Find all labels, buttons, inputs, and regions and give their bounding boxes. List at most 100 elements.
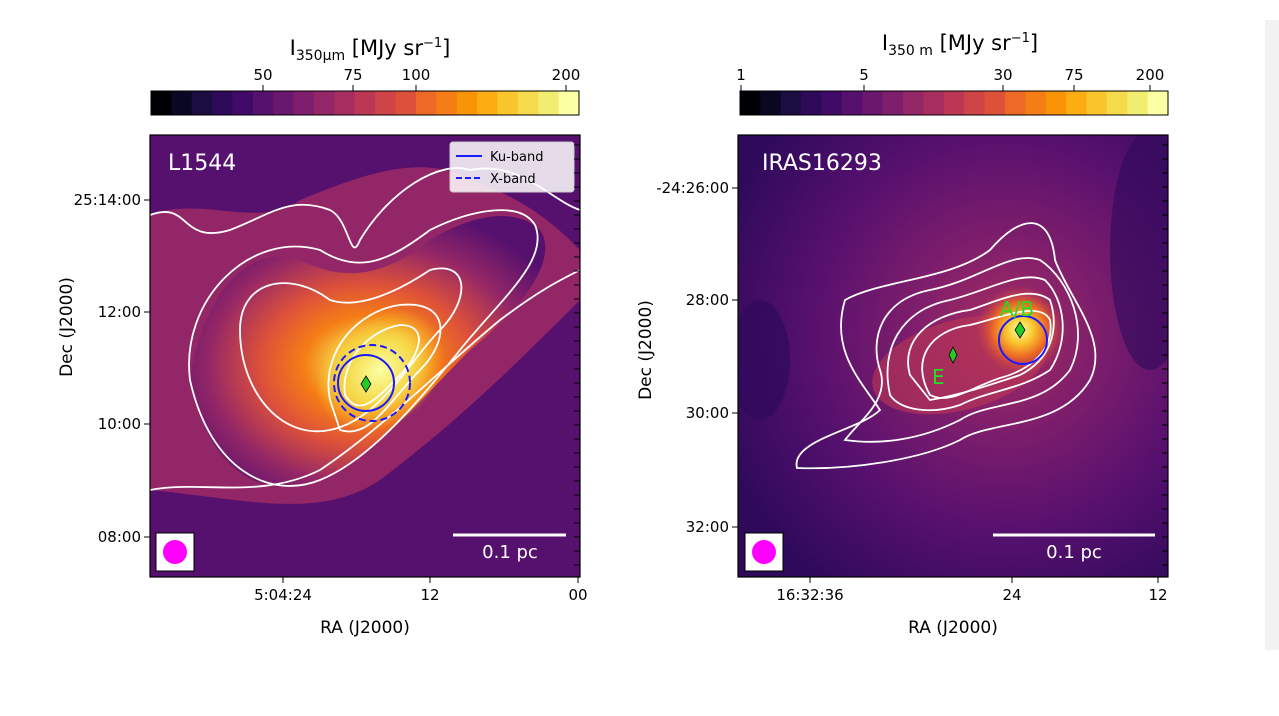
xlabel-left: RA (J2000) xyxy=(320,618,410,638)
colorbar-segment xyxy=(1066,91,1087,115)
colorbar-right xyxy=(739,90,1169,116)
colorbar-left xyxy=(150,90,580,116)
colorbar-segment xyxy=(1045,91,1067,115)
colorbar-segment xyxy=(801,91,823,115)
colorbar-tick-label: 75 xyxy=(1064,66,1083,84)
x-tick-label: 5:04:24 xyxy=(254,586,312,604)
colorbar-tick-label: 50 xyxy=(253,66,272,84)
colorbar-segment xyxy=(273,91,295,115)
colorbar-left-ticks: 50 75 100 200 xyxy=(253,66,580,91)
colorbar-segment xyxy=(171,91,193,115)
axis-ticks-right: 16:32:36 24 12 -24:26:00 28:00 30:00 32:00 xyxy=(656,144,1168,604)
y-tick-label: 12:00 xyxy=(98,303,141,321)
source-marker-e xyxy=(948,346,958,364)
colorbar-segment xyxy=(334,91,356,115)
beam-icon-left xyxy=(163,540,187,564)
y-tick-label: 25:14:00 xyxy=(74,191,141,209)
y-tick-label: 08:00 xyxy=(98,528,141,546)
scalebar-right-label: 0.1 pc xyxy=(1046,542,1102,563)
colorbar-segment xyxy=(1106,91,1128,115)
x-tick-label: 12 xyxy=(1148,586,1167,604)
beam-icon-right xyxy=(752,540,776,564)
colorbar-segment xyxy=(943,91,965,115)
edge-strip xyxy=(1265,20,1279,650)
ylabel-right: Dec (J2000) xyxy=(636,300,656,400)
colorbar-segment xyxy=(841,91,863,115)
colorbar-segment xyxy=(862,91,884,115)
colorbar-tick-label: 5 xyxy=(859,66,869,84)
colorbar-segment xyxy=(1127,91,1149,115)
colorbar-segment xyxy=(456,91,478,115)
colorbar-segment xyxy=(903,91,924,115)
y-tick-label: -24:26:00 xyxy=(656,179,729,197)
colorbar-right-label: I350 m [MJy sr−1] xyxy=(882,31,1038,59)
y-tick-label: 10:00 xyxy=(98,415,141,433)
y-tick-label: 28:00 xyxy=(686,291,729,309)
colorbar-segment xyxy=(1004,91,1026,115)
colorbar-segment xyxy=(984,91,1006,115)
scalebar-left-label: 0.1 pc xyxy=(482,542,538,563)
colorbar-tick-label: 1 xyxy=(736,66,746,84)
xlabel-right: RA (J2000) xyxy=(908,618,998,638)
ku-band-beam xyxy=(337,354,395,412)
colorbar-segment xyxy=(538,91,560,115)
colorbar-segment xyxy=(517,91,539,115)
x-tick-label: 24 xyxy=(1002,586,1021,604)
colorbar-segment xyxy=(354,91,376,115)
x-tick-label: 12 xyxy=(420,586,439,604)
colorbar-segment xyxy=(477,91,498,115)
colorbar-segment xyxy=(375,91,397,115)
colorbar-left-label: I350μm [MJy sr−1] xyxy=(290,36,451,64)
colorbar-segment xyxy=(1147,91,1169,115)
source-marker xyxy=(360,375,372,393)
contours-left xyxy=(150,167,580,491)
source-label-right: IRAS16293 xyxy=(762,151,882,176)
x-band-beam xyxy=(333,344,411,422)
colorbar-segment xyxy=(821,91,843,115)
axis-ticks-left: 5:04:24 12 00 25:14:00 12:00 10:00 08:00 xyxy=(74,144,588,604)
legend-left: Ku-band X-band xyxy=(449,141,575,193)
ku-band-beam-right xyxy=(998,315,1048,365)
colorbar-segment xyxy=(964,91,986,115)
ylabel-left: Dec (J2000) xyxy=(57,277,77,377)
colorbar-segment xyxy=(436,91,458,115)
colorbar-right-ticks: 1 5 30 75 200 xyxy=(736,66,1164,91)
colorbar-tick-label: 200 xyxy=(552,66,581,84)
colorbar-segment xyxy=(497,91,519,115)
colorbar-segment xyxy=(314,91,335,115)
colorbar-segment xyxy=(151,91,172,115)
colorbar-segment xyxy=(780,91,802,115)
annotation-e: E xyxy=(932,365,945,389)
colorbar-segment xyxy=(558,91,580,115)
contours-right xyxy=(795,222,1097,470)
x-tick-label: 16:32:36 xyxy=(776,586,843,604)
colorbar-tick-label: 200 xyxy=(1136,66,1165,84)
x-tick-label: 00 xyxy=(568,586,587,604)
annotation-ab: A/B xyxy=(1000,297,1034,321)
colorbar-segment xyxy=(415,91,437,115)
colorbar-segment xyxy=(740,91,761,115)
colorbar-segment xyxy=(293,91,315,115)
map-right xyxy=(738,135,1168,577)
colorbar-tick-label: 75 xyxy=(343,66,362,84)
colorbar-segment xyxy=(923,91,945,115)
y-tick-label: 32:00 xyxy=(686,518,729,536)
source-marker-ab xyxy=(1014,321,1026,339)
colorbar-segment xyxy=(1025,91,1047,115)
colorbar-segment xyxy=(191,91,213,115)
colorbar-segment xyxy=(252,91,274,115)
source-label-left: L1544 xyxy=(168,151,236,176)
colorbar-segment xyxy=(232,91,254,115)
colorbar-segment xyxy=(395,91,417,115)
y-tick-label: 30:00 xyxy=(686,404,729,422)
legend-ku-band: Ku-band xyxy=(490,150,544,165)
colorbar-segment xyxy=(1086,91,1108,115)
colorbar-segment xyxy=(882,91,904,115)
legend-x-band: X-band xyxy=(490,172,536,187)
colorbar-segment xyxy=(760,91,782,115)
colorbar-tick-label: 30 xyxy=(993,66,1012,84)
map-left xyxy=(150,135,580,577)
colorbar-segment xyxy=(212,91,234,115)
colorbar-tick-label: 100 xyxy=(402,66,431,84)
